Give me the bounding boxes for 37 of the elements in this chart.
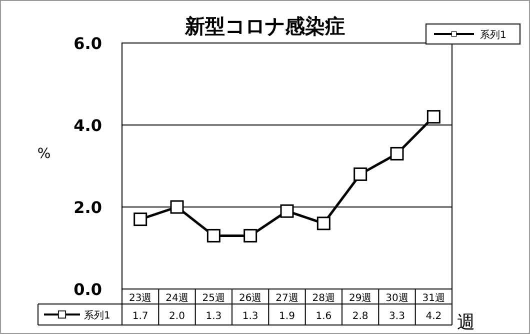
y-tick-label: 6.0 (74, 34, 102, 53)
point (170, 200, 184, 214)
x-tick-label: 23週 (128, 293, 152, 304)
point (390, 146, 404, 160)
y-axis-title: % (37, 146, 51, 162)
data-label: 1.6 (316, 311, 332, 322)
point (280, 204, 294, 218)
data-table-row-header: 系列1 (44, 310, 110, 322)
x-tick-label: 25週 (202, 293, 226, 304)
data-label: 1.3 (206, 311, 222, 322)
data-label: 1.7 (132, 311, 148, 322)
x-tick-label: 27週 (276, 293, 298, 304)
x-tick-label: 26週 (238, 293, 262, 304)
chart-title: 新型コロナ感染症 (184, 14, 345, 38)
y-tick-label: 0.0 (74, 280, 102, 299)
x-tick-label: 31週 (422, 293, 446, 304)
x-tick-label: 30週 (386, 293, 408, 304)
legend: 系列1 (426, 24, 520, 44)
point (206, 228, 220, 242)
x-axis-title: 週 (457, 312, 475, 333)
point (426, 110, 440, 124)
y-tick-label: 4.0 (74, 116, 102, 135)
point (354, 167, 368, 181)
x-tick-label: 28週 (312, 293, 336, 304)
x-tick-label: 24週 (166, 293, 188, 304)
data-label: 1.3 (242, 311, 258, 322)
data-label: 2.0 (169, 311, 185, 322)
y-tick-label: 2.0 (74, 198, 102, 217)
x-tick-label: 29週 (348, 293, 372, 304)
legend-label: 系列1 (84, 310, 110, 322)
point (134, 212, 148, 226)
point (316, 216, 330, 230)
data-label: 4.2 (426, 311, 442, 322)
point (244, 228, 258, 242)
data-label: 2.8 (352, 311, 368, 322)
data-label: 3.3 (389, 311, 405, 322)
data-label: 1.9 (279, 311, 295, 322)
